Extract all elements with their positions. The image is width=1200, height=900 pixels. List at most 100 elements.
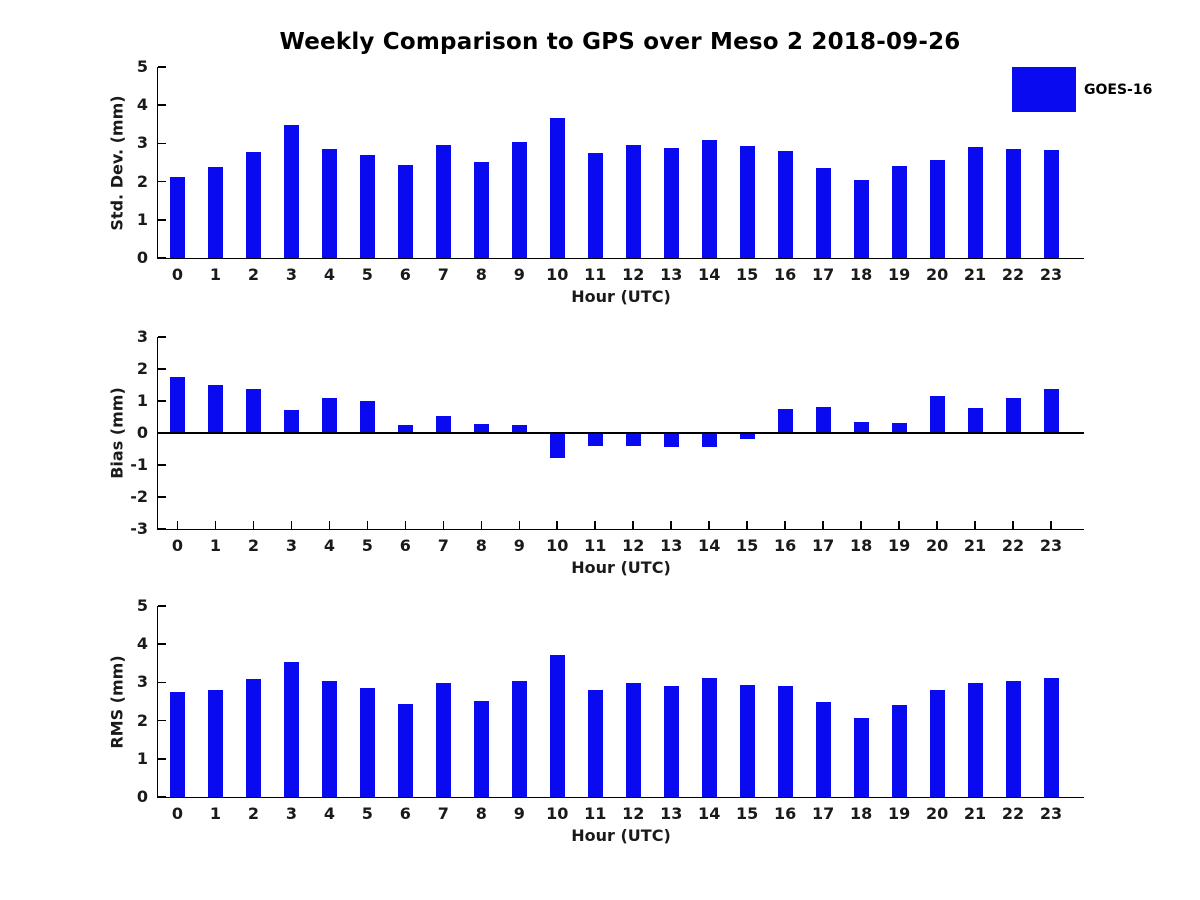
x-tick-label-hour-4: 4: [323, 536, 335, 555]
std-dev-bar-hour-6: [397, 165, 413, 258]
std-dev-bar-hour-4: [321, 149, 337, 258]
x-tick-mark: [974, 521, 976, 529]
x-tick-mark: [290, 521, 293, 529]
x-tick-mark: [480, 521, 483, 529]
x-tick-label-hour-7: 7: [437, 265, 449, 284]
x-tick-label-hour-11: 11: [584, 804, 607, 823]
x-tick-label-hour-1: 1: [209, 536, 222, 555]
x-tick-label-hour-6: 6: [399, 265, 411, 284]
std-dev-bar-hour-21: [967, 147, 983, 258]
x-tick-label-hour-6: 6: [399, 536, 411, 555]
x-tick-mark: [1012, 521, 1014, 529]
chart-title: Weekly Comparison to GPS over Meso 2 201…: [279, 29, 961, 55]
y-tick-label: 4: [136, 634, 148, 654]
y-tick-mark: [158, 758, 166, 760]
x-tick-label-hour-20: 20: [925, 265, 949, 284]
x-tick-mark: [366, 521, 369, 529]
rms-bar-hour-6: [397, 703, 413, 797]
x-tick-label-hour-23: 23: [1039, 536, 1063, 555]
x-tick-mark: [214, 521, 217, 529]
bias-bar-hour-7: [435, 416, 451, 433]
x-tick-label-hour-12: 12: [622, 536, 645, 555]
x-tick-label-hour-20: 20: [925, 804, 949, 823]
x-axis-label-hour-utc: Hour (UTC): [571, 558, 671, 577]
legend-swatch-goes16: [1012, 67, 1076, 112]
x-tick-label-hour-10: 10: [546, 804, 569, 823]
bias-bar-hour-12: [625, 433, 641, 447]
y-tick-label: 0: [136, 787, 148, 806]
y-tick-mark: [158, 605, 166, 607]
bias-bar-hour-23: [1043, 388, 1059, 433]
x-tick-label-hour-23: 23: [1039, 804, 1063, 823]
x-tick-mark: [252, 521, 255, 529]
x-tick-label-hour-13: 13: [660, 804, 683, 823]
x-tick-mark: [670, 521, 673, 529]
y-tick-label: 1: [136, 391, 148, 410]
x-tick-mark: [746, 521, 748, 529]
x-tick-label-hour-0: 0: [171, 265, 184, 284]
x-tick-label-hour-12: 12: [622, 804, 645, 823]
y-tick-label: -1: [130, 455, 148, 474]
x-tick-label-hour-18: 18: [849, 265, 873, 284]
bias-bar-hour-14: [701, 433, 717, 448]
std-dev-bar-hour-9: [511, 142, 527, 258]
x-tick-mark: [708, 521, 710, 529]
x-tick-label-hour-7: 7: [437, 536, 449, 555]
rms-bar-hour-5: [359, 687, 375, 797]
y-tick-label: 3: [136, 133, 148, 153]
rms-bar-hour-20: [929, 689, 945, 797]
x-tick-label-hour-21: 21: [963, 536, 987, 555]
std-dev-bar-hour-23: [1043, 149, 1059, 258]
x-tick-label-hour-0: 0: [171, 536, 184, 555]
x-tick-label-hour-9: 9: [513, 265, 525, 284]
std-dev-bar-hour-5: [359, 154, 375, 258]
rms-bar-hour-23: [1043, 677, 1059, 797]
y-tick-label: 5: [136, 57, 148, 76]
x-tick-label-hour-18: 18: [849, 536, 873, 555]
x-tick-label-hour-21: 21: [963, 804, 987, 823]
x-tick-label-hour-11: 11: [584, 265, 607, 284]
y-tick-label: 1: [136, 209, 148, 229]
x-tick-label-hour-2: 2: [247, 804, 260, 823]
rms-bar-hour-22: [1005, 680, 1021, 797]
bias-bar-hour-0: [169, 376, 185, 433]
x-tick-label-hour-20: 20: [925, 536, 949, 555]
x-tick-label-hour-11: 11: [584, 536, 607, 555]
x-tick-label-hour-15: 15: [736, 265, 759, 284]
x-tick-mark: [1050, 521, 1052, 529]
bias-bar-hour-18: [853, 421, 869, 433]
x-tick-label-hour-3: 3: [285, 804, 297, 823]
x-tick-label-hour-17: 17: [812, 265, 835, 284]
std-dev-bar-hour-11: [587, 152, 603, 258]
std-dev-bar-hour-3: [283, 125, 299, 258]
x-tick-mark: [822, 521, 824, 529]
rms-bar-hour-15: [739, 685, 755, 797]
rms-bar-hour-18: [853, 717, 869, 797]
x-tick-label-hour-0: 0: [171, 804, 184, 823]
x-tick-label-hour-15: 15: [736, 804, 759, 823]
x-tick-label-hour-1: 1: [209, 265, 222, 284]
x-tick-label-hour-13: 13: [660, 536, 683, 555]
std-dev-bar-hour-0: [169, 177, 185, 258]
plot-area-bias: Bias (mm) Hour (UTC) -3 -2 -1 0 1 2 3 0 1 2 3 4 5 6 7 8…: [108, 329, 1084, 577]
y-tick-mark: [158, 104, 166, 106]
x-tick-mark: [860, 521, 862, 529]
bias-bar-hour-19: [891, 423, 907, 433]
x-tick-label-hour-22: 22: [1001, 536, 1025, 555]
x-tick-label-hour-19: 19: [887, 536, 911, 555]
std-dev-bar-hour-17: [815, 167, 831, 258]
y-tick-mark: [158, 368, 166, 370]
x-tick-mark: [442, 521, 445, 529]
x-tick-mark: [898, 521, 900, 529]
y-tick-mark: [158, 219, 166, 221]
bias-bar-hour-3: [283, 409, 299, 433]
x-tick-label-hour-14: 14: [698, 265, 721, 284]
y-tick-mark: [158, 681, 166, 684]
y-tick-mark: [158, 643, 166, 645]
bias-bar-hour-6: [397, 425, 413, 433]
std-dev-bar-hour-2: [245, 152, 261, 258]
std-dev-bar-hour-19: [891, 166, 907, 258]
rms-bar-hour-8: [473, 701, 489, 797]
x-tick-label-hour-7: 7: [437, 804, 449, 823]
y-tick-mark: [158, 719, 166, 722]
